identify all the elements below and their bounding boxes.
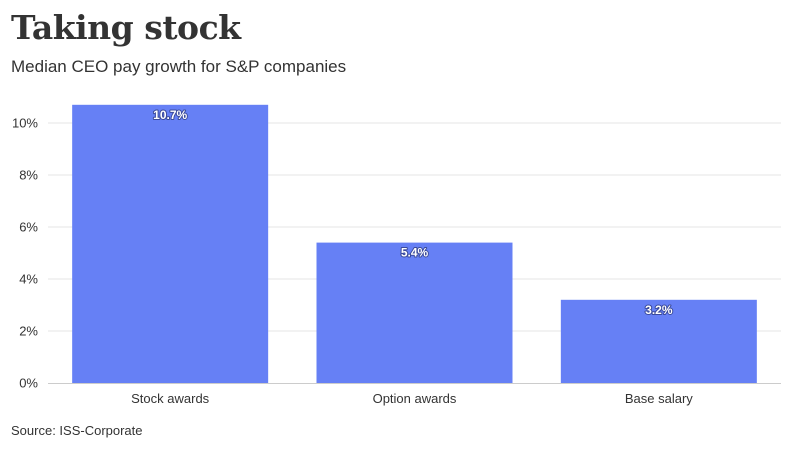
- y-tick-label: 2%: [19, 324, 38, 339]
- data-label: 10.7%: [153, 108, 187, 122]
- x-category-label: Stock awards: [131, 391, 210, 406]
- data-label: 3.2%: [645, 303, 673, 317]
- y-tick-label: 4%: [19, 272, 38, 287]
- axes: 0% 2% 4% 6% 8% 10% Stock awards Option awards Ba…: [12, 116, 781, 406]
- data-label: 5.4%: [401, 246, 429, 260]
- x-category-label: Base salary: [625, 391, 693, 406]
- source-note: Source: ISS-Corporate: [11, 423, 143, 438]
- bars: [72, 104, 757, 384]
- bar-stock-awards: [72, 104, 269, 384]
- y-tick-label: 0%: [19, 376, 38, 391]
- data-labels: 10.7% 5.4% 3.2%: [152, 107, 674, 318]
- y-tick-label: 6%: [19, 220, 38, 235]
- y-tick-label: 10%: [12, 116, 38, 131]
- x-category-label: Option awards: [373, 391, 457, 406]
- bar-option-awards: [316, 242, 513, 383]
- chart-title: Taking stock: [11, 8, 241, 47]
- y-tick-label: 8%: [19, 168, 38, 183]
- bar-base-salary: [560, 299, 757, 383]
- chart-subtitle: Median CEO pay growth for S&P companies: [11, 57, 347, 76]
